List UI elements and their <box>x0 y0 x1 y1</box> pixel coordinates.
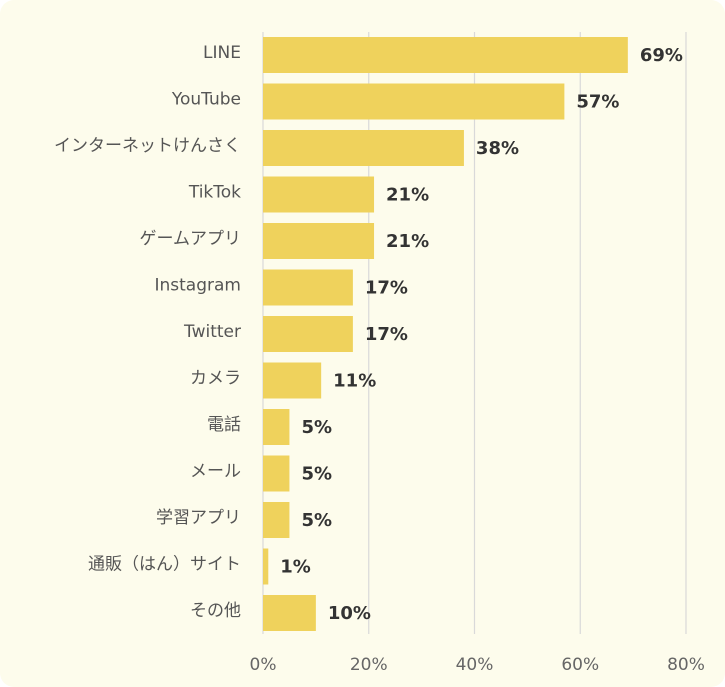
value-label: 1% <box>280 557 311 578</box>
value-label: 21% <box>386 231 429 252</box>
value-label: 11% <box>333 371 376 392</box>
category-label: YouTube <box>171 90 241 110</box>
value-label: 57% <box>576 92 619 113</box>
category-label: Twitter <box>183 322 241 342</box>
category-label: Instagram <box>155 276 242 296</box>
bar <box>263 502 290 538</box>
x-tick-label: 20% <box>350 655 388 675</box>
value-label: 17% <box>365 324 408 345</box>
bar <box>263 595 316 631</box>
x-axis-ticks: 0% 20% 40% 60% 80% <box>250 655 705 675</box>
bar <box>263 316 353 352</box>
bar <box>263 176 375 213</box>
value-label: 5% <box>301 417 332 438</box>
category-label: その他 <box>190 601 241 621</box>
bar <box>263 37 628 73</box>
x-tick-label: 80% <box>667 655 705 675</box>
value-labels: 69% 57% 38% 21% 21% 17% 17% 11% 5% 5% 5% 1% 10% <box>280 45 683 624</box>
bar <box>263 130 464 166</box>
category-label: ゲームアプリ <box>140 229 242 249</box>
bar <box>263 269 353 306</box>
category-label: カメラ <box>190 369 241 389</box>
category-label: インターネットけんさく <box>54 136 241 156</box>
value-label: 21% <box>386 185 429 206</box>
x-tick-label: 0% <box>250 655 277 675</box>
value-label: 5% <box>301 510 332 531</box>
value-label: 69% <box>640 45 683 66</box>
category-labels: LINE YouTube インターネットけんさく TikTok ゲームアプリ Instag… <box>54 43 241 621</box>
bar <box>263 223 375 259</box>
category-label: メール <box>190 462 241 482</box>
category-label: 学習アプリ <box>156 508 241 528</box>
bars <box>263 37 628 631</box>
bar <box>263 83 565 120</box>
value-label: 17% <box>365 278 408 299</box>
value-label: 5% <box>301 464 332 485</box>
category-label: TikTok <box>188 183 241 203</box>
bar <box>263 409 290 445</box>
value-label: 10% <box>328 603 371 624</box>
bar <box>263 548 269 585</box>
bar <box>263 362 322 399</box>
x-tick-label: 60% <box>561 655 599 675</box>
bar <box>263 455 290 492</box>
x-tick-label: 40% <box>456 655 494 675</box>
category-label: 電話 <box>207 415 241 435</box>
category-label: 通販（はん）サイト <box>88 555 241 575</box>
category-label: LINE <box>203 43 241 63</box>
value-label: 38% <box>476 138 519 159</box>
